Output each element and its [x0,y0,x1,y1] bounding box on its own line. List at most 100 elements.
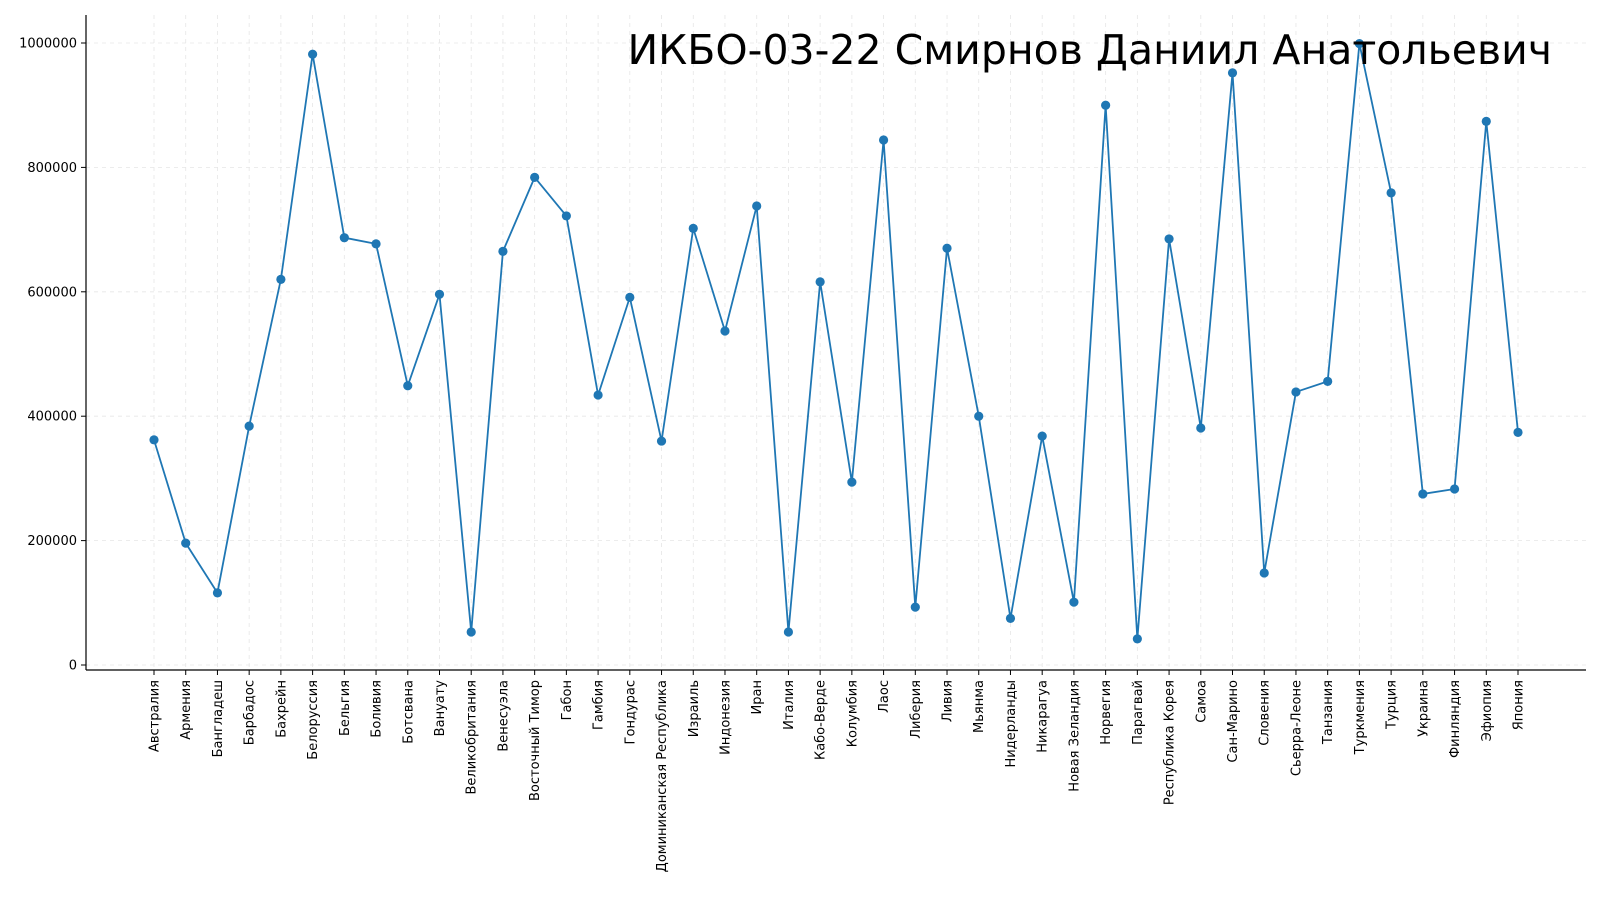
x-tick-label: Бангладеш [211,680,226,757]
data-point [561,211,571,221]
data-point [1259,568,1269,578]
x-tick-label: Ботсвана [401,680,416,744]
x-tick-label: Новая Зеландия [1067,680,1082,792]
x-tick-label: Гондурас [623,680,638,744]
data-point [530,172,540,182]
x-tick-label: Доминиканская Республика [655,680,670,872]
series-line [153,42,1519,640]
x-tick-label: Туркмения [1353,680,1368,755]
data-point [1449,484,1460,494]
x-tick-label: Норвегия [1099,680,1114,745]
data-point [1069,597,1079,607]
x-tick-label: Украина [1416,680,1431,737]
data-point [308,49,318,59]
x-tick-label: Колумбия [845,680,860,747]
x-tick-label: Индонезия [718,680,733,755]
data-point [498,246,508,256]
x-tick-label: Мьянма [972,680,987,733]
series [149,39,1523,644]
chart-title: ИКБО-03-22 Смирнов Даниил Анатольевич [627,26,1552,74]
y-tick-label: 200000 [27,534,77,549]
grid [86,15,1586,670]
data-point [625,292,635,302]
data-point [1164,234,1174,244]
x-tick-label: Израиль [687,680,702,737]
data-point [815,277,825,287]
data-point [276,274,286,284]
data-point [1005,613,1016,623]
x-tick-label: Великобритания [465,680,480,795]
data-point [1196,423,1206,433]
data-point [1101,100,1111,110]
x-tick-label: Кабо-Верде [814,680,829,760]
x-tick-label: Венесуэла [496,680,511,752]
data-point [466,627,476,637]
data-point [1227,68,1238,78]
data-point [403,381,413,391]
data-point [656,436,667,446]
data-point [1513,427,1523,437]
x-tick-label: Гамбия [592,680,607,730]
x-tick-label: Сан-Марино [1226,680,1241,763]
y-tick-label: 600000 [27,285,77,300]
data-point [1354,39,1364,49]
data-point [974,411,984,421]
data-point [149,435,159,445]
y-tick-label: 1000000 [19,37,77,52]
data-point [434,289,445,299]
x-axis-ticks: Австралия Армения Бангладеш Барбадос Бахрейн… [148,670,1527,872]
y-axis-ticks: 0 200000 400000 600000 800000 1000000 [19,37,86,674]
axes [85,15,1586,671]
x-tick-label: Эфиопия [1480,680,1495,741]
x-tick-label: Восточный Тимор [528,680,543,801]
data-point [339,233,349,243]
x-tick-label: Иран [750,680,765,714]
x-tick-label: Нидерланды [1004,680,1019,768]
data-point [181,538,191,548]
data-point [783,627,794,637]
x-tick-label: Боливия [370,680,385,738]
data-point [1481,116,1491,126]
x-tick-label: Армения [179,680,194,740]
data-point [371,239,381,249]
x-tick-label: Австралия [148,680,163,752]
data-point [1418,489,1428,499]
data-point [212,588,223,598]
data-point [1323,376,1333,386]
x-tick-label: Танзания [1321,680,1336,745]
x-tick-label: Барбадос [243,680,258,745]
data-point [688,223,698,233]
data-point [910,602,920,612]
x-tick-label: Республика Корея [1163,680,1178,805]
data-point [720,326,730,336]
data-point [1132,634,1142,644]
x-tick-label: Самоа [1194,680,1209,723]
x-tick-label: Италия [782,680,797,730]
y-tick-label: 800000 [27,161,77,176]
x-tick-label: Словения [1258,680,1273,746]
data-point [878,135,889,145]
data-point [1386,188,1396,198]
x-tick-label: Белоруссия [306,680,321,760]
x-tick-label: Бахрейн [274,680,289,738]
x-tick-label: Вануату [433,680,448,737]
data-point [593,390,603,400]
data-point [1037,431,1047,441]
x-tick-label: Турция [1385,680,1400,730]
x-tick-label: Габон [560,680,575,720]
y-tick-label: 400000 [27,410,77,425]
x-tick-label: Ливия [941,680,956,722]
x-tick-label: Лаос [877,680,892,713]
data-point [1291,387,1301,397]
x-tick-label: Сьерра-Леоне [1289,680,1304,776]
x-tick-label: Финляндия [1448,680,1463,758]
data-point [942,243,952,253]
x-tick-label: Никарагуа [1036,680,1051,753]
x-tick-label: Либерия [909,680,924,739]
data-point [752,201,762,211]
data-point [244,421,254,431]
data-point [847,477,857,487]
x-tick-label: Парагвай [1131,680,1146,745]
x-tick-label: Бельгия [338,680,353,736]
